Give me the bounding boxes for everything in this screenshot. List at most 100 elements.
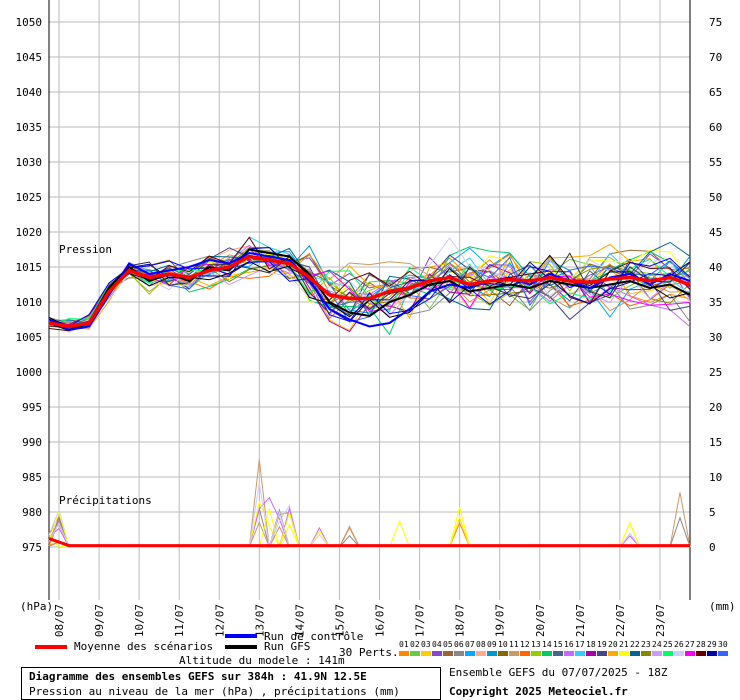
mean-precip-line — [48, 537, 690, 548]
y-tick-label-left: 1015 — [16, 261, 43, 274]
pert-number: 01 — [399, 640, 409, 649]
y-tick-label-right: 35 — [709, 296, 722, 309]
pert-swatch — [608, 651, 618, 656]
pert-swatch — [465, 651, 475, 656]
y-tick-label-right: 70 — [709, 51, 722, 64]
pert-swatch — [520, 651, 530, 656]
x-tick-label: 20/07 — [534, 604, 547, 637]
pressure-label: Pression — [59, 243, 112, 256]
main-series-lines — [48, 248, 691, 548]
pert-swatch — [685, 651, 695, 656]
pert-swatch — [564, 651, 574, 656]
y-tick-label-right: 15 — [709, 436, 722, 449]
y-tick-label-right: 0 — [709, 541, 716, 554]
chart-subtitle: Pression au niveau de la mer (hPa) , pré… — [29, 685, 400, 698]
pert-swatch — [443, 651, 453, 656]
altitude-label: Altitude du modele : 141m — [179, 654, 345, 667]
y-tick-label-left: 1005 — [16, 331, 43, 344]
x-tick-label: 16/07 — [374, 604, 387, 637]
pert-swatch — [619, 651, 629, 656]
y-tick-label-left: 1045 — [16, 51, 43, 64]
x-tick-label: 22/07 — [614, 604, 627, 637]
pert-swatch — [586, 651, 596, 656]
legend-gfs-swatch — [225, 645, 257, 649]
pert-number: 19 — [597, 640, 607, 649]
perturbation-line — [48, 247, 691, 325]
y-tick-label-right: 30 — [709, 331, 722, 344]
y-tick-label-right: 60 — [709, 121, 722, 134]
y-tick-label-left: 1000 — [16, 366, 43, 379]
x-axis-ticks: 08/07 09/07 10/07 11/07 12/07 13/07 14/07 15/07… — [53, 604, 667, 637]
perturbation-line — [48, 252, 691, 329]
x-tick-label: 10/07 — [133, 604, 146, 637]
pert-swatch — [553, 651, 563, 656]
y-tick-label-left: 1035 — [16, 121, 43, 134]
x-tick-label: 21/07 — [574, 604, 587, 637]
y-tick-label-left: 1020 — [16, 226, 43, 239]
pert-number: 06 — [454, 640, 464, 649]
y-tick-label-left: 1040 — [16, 86, 43, 99]
pert-swatch — [399, 651, 409, 656]
chart-title: Diagramme des ensembles GEFS sur 384h : … — [29, 670, 367, 683]
pert-number: 29 — [707, 640, 717, 649]
pert-number: 16 — [564, 640, 574, 649]
y-tick-label-right: 65 — [709, 86, 722, 99]
pert-swatch — [509, 651, 519, 656]
precip-label: Précipitations — [59, 494, 152, 507]
pert-number: 15 — [553, 640, 563, 649]
pert-number: 21 — [619, 640, 629, 649]
y-tick-label-right: 50 — [709, 191, 722, 204]
y-tick-label-right: 25 — [709, 366, 722, 379]
left-axis-unit: (hPa) — [20, 600, 53, 613]
pert-number: 02 — [410, 640, 420, 649]
y-tick-label-right: 55 — [709, 156, 722, 169]
y-tick-label-right: 75 — [709, 16, 722, 29]
pert-swatch — [652, 651, 662, 656]
pert-swatch — [487, 651, 497, 656]
legend-control-swatch — [225, 634, 257, 638]
pert-number: 10 — [498, 640, 508, 649]
pert-number: 13 — [531, 640, 541, 649]
x-tick-label: 11/07 — [173, 604, 186, 637]
legend-mean-label: Moyenne des scénarios — [74, 640, 214, 653]
gfs-line — [48, 248, 691, 332]
run-info: Ensemble GEFS du 07/07/2025 - 18Z — [449, 666, 668, 679]
copyright: Copyright 2025 Meteociel.fr — [449, 685, 628, 698]
y-tick-label-right: 20 — [709, 401, 722, 414]
pert-swatch — [542, 651, 552, 656]
legend-control-label: Run de contrôle — [264, 630, 364, 643]
pert-number: 26 — [674, 640, 684, 649]
pert-number: 05 — [443, 640, 453, 649]
pert-swatch — [421, 651, 431, 656]
pert-number: 24 — [652, 640, 662, 649]
pert-swatch — [674, 651, 684, 656]
y-tick-label-right: 40 — [709, 261, 722, 274]
y-tick-label-left: 975 — [22, 541, 42, 554]
pert-number: 22 — [630, 640, 640, 649]
pert-swatch — [575, 651, 585, 656]
x-tick-label: 14/07 — [293, 604, 306, 637]
pert-number: 09 — [487, 640, 497, 649]
y-tick-label-left: 995 — [22, 401, 42, 414]
x-tick-label: 09/07 — [93, 604, 106, 637]
pert-number: 11 — [509, 640, 519, 649]
pert-number: 03 — [421, 640, 431, 649]
control-line — [48, 251, 691, 332]
pert-number: 23 — [641, 640, 651, 649]
pert-number: 17 — [575, 640, 585, 649]
pert-swatch — [641, 651, 651, 656]
pert-swatch — [707, 651, 717, 656]
y-tick-label-left: 1010 — [16, 296, 43, 309]
pert-number: 04 — [432, 640, 442, 649]
x-tick-label: 13/07 — [253, 604, 266, 637]
right-axis-unit: (mm) — [709, 600, 736, 613]
pert-number: 28 — [696, 640, 706, 649]
y-tick-label-left: 985 — [22, 471, 42, 484]
pert-swatch — [597, 651, 607, 656]
x-tick-label: 17/07 — [414, 604, 427, 637]
perturbation-line — [48, 249, 691, 323]
x-tick-label: 12/07 — [213, 604, 226, 637]
perturbation-line — [48, 243, 691, 330]
pert-number: 08 — [476, 640, 486, 649]
